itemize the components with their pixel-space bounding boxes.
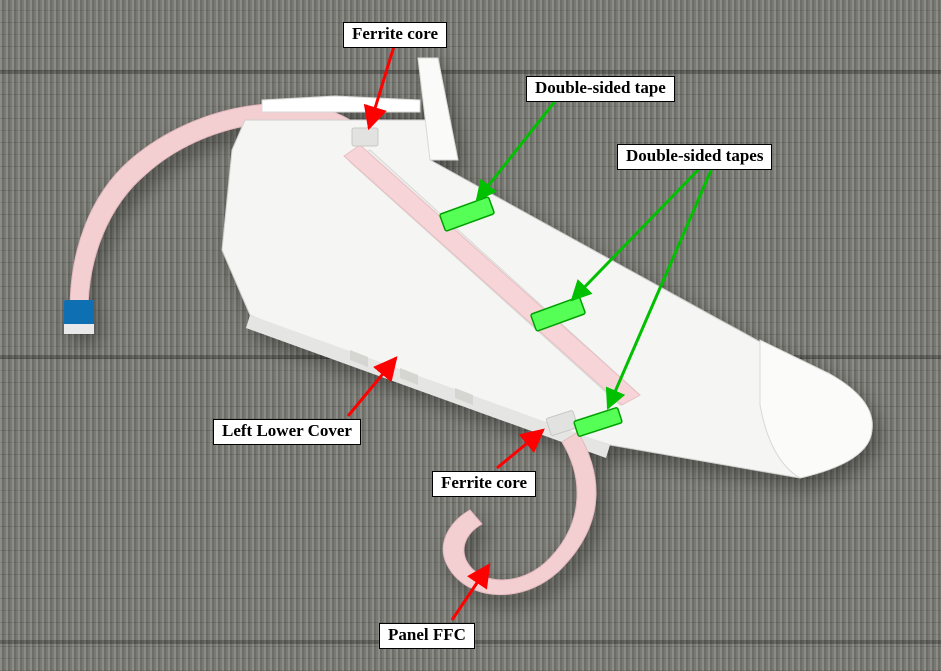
left-lower-cover-svg: [0, 0, 941, 671]
ferrite-core-top: [352, 128, 378, 146]
label-ferrite-core-bottom: Ferrite core: [432, 471, 536, 497]
label-double-sided-tape: Double-sided tape: [526, 76, 675, 102]
label-panel-ffc: Panel FFC: [379, 623, 475, 649]
ffc-connector-tip: [64, 324, 94, 334]
label-double-sided-tapes: Double-sided tapes: [617, 144, 772, 170]
ffc-ribbon-lower: [443, 432, 596, 595]
figure-root: Ferrite core Double-sided tape Double-si…: [0, 0, 941, 671]
ffc-connector-tape: [64, 300, 94, 328]
cover-body: [222, 58, 872, 478]
label-left-lower-cover: Left Lower Cover: [213, 419, 361, 445]
label-ferrite-core-top: Ferrite core: [343, 22, 447, 48]
